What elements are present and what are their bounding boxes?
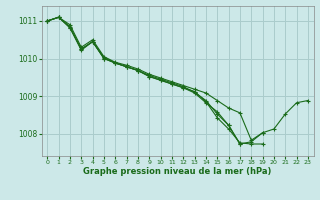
X-axis label: Graphe pression niveau de la mer (hPa): Graphe pression niveau de la mer (hPa)	[84, 167, 272, 176]
